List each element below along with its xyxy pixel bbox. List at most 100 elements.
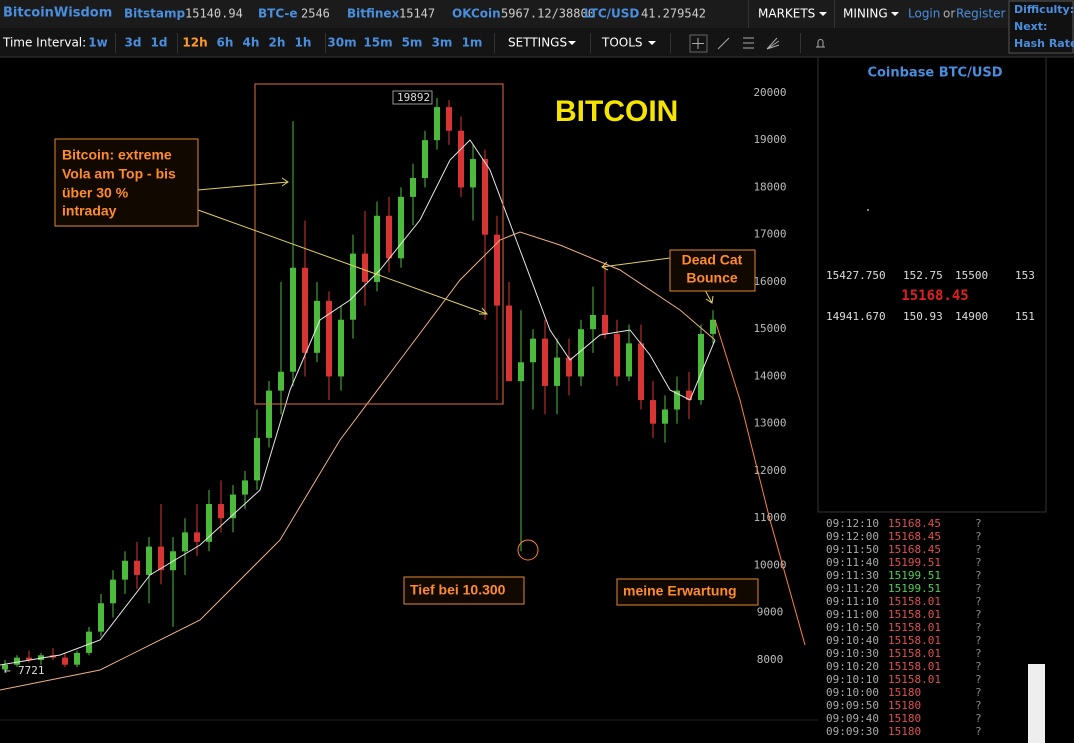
candle-body bbox=[662, 409, 668, 424]
trade-price: 15180 bbox=[888, 699, 921, 712]
register[interactable]: Register bbox=[956, 7, 1005, 21]
trade-price: 15180 bbox=[888, 712, 921, 725]
trade-price: 15199.51 bbox=[888, 556, 941, 569]
alert-icon[interactable] bbox=[816, 39, 825, 48]
trade-time: 09:11:40 bbox=[826, 556, 879, 569]
interval-option[interactable]: 2h bbox=[269, 36, 286, 50]
bid-cell: 14900 bbox=[955, 310, 988, 323]
settings[interactable]: SETTINGS bbox=[508, 36, 567, 50]
candle-body bbox=[542, 338, 548, 386]
trade-price: 15158.01 bbox=[888, 647, 941, 660]
y-tick-label: 11000 bbox=[753, 511, 786, 524]
caret bbox=[648, 41, 656, 45]
orderbook-panel bbox=[817, 56, 1047, 513]
candle-body bbox=[2, 664, 8, 670]
ticker-name[interactable]: Bitfinex bbox=[347, 7, 400, 21]
lines-icon[interactable] bbox=[743, 37, 754, 49]
separator bbox=[494, 33, 495, 53]
interval-option[interactable]: 12h bbox=[182, 36, 207, 50]
y-tick-label: 16000 bbox=[753, 275, 786, 288]
difficulty-box bbox=[1008, 0, 1074, 54]
ask-cell: 152.75 bbox=[903, 269, 943, 282]
candle-body bbox=[482, 159, 488, 235]
fan-icon[interactable] bbox=[766, 37, 780, 50]
trade-time: 09:10:20 bbox=[826, 660, 879, 673]
trade-flag: ? bbox=[975, 582, 982, 595]
login[interactable]: Login bbox=[908, 7, 940, 21]
candle-body bbox=[254, 437, 260, 481]
ticker-name[interactable]: BTC-e bbox=[258, 7, 298, 21]
interval-option[interactable]: 3d bbox=[125, 36, 142, 50]
trade-time: 09:10:50 bbox=[826, 621, 879, 634]
crosshair-icon[interactable] bbox=[692, 38, 704, 49]
bid-cell: 150.93 bbox=[903, 310, 943, 323]
arrow bbox=[197, 177, 289, 191]
trade-time: 09:09:50 bbox=[826, 699, 879, 712]
candle-body bbox=[398, 196, 404, 259]
caret bbox=[568, 41, 576, 45]
annotation-text: intraday bbox=[62, 203, 117, 219]
annotation-text: Bitcoin: extreme bbox=[62, 147, 172, 163]
separator bbox=[115, 33, 116, 53]
orderbook: 15427.750 152.75 15500 153 14941.670 150.93 14… bbox=[826, 269, 1035, 323]
candle-body bbox=[434, 107, 440, 141]
separator bbox=[800, 33, 801, 53]
tool-icons[interactable] bbox=[689, 34, 825, 53]
annotation-box bbox=[669, 249, 756, 292]
trade-price: 15158.01 bbox=[888, 595, 941, 608]
logo[interactable]: BitcoinWisdom bbox=[3, 6, 112, 21]
interval-option[interactable]: 1m bbox=[462, 36, 483, 50]
caret bbox=[819, 12, 827, 16]
tools[interactable]: TOOLS bbox=[601, 36, 643, 50]
trade-price: 15180 bbox=[888, 686, 921, 699]
menu-mining[interactable]: MINING bbox=[843, 7, 888, 21]
menu-markets[interactable]: MARKETS bbox=[758, 7, 815, 21]
interval-option[interactable]: 30m bbox=[327, 36, 356, 50]
candle-body bbox=[518, 362, 524, 382]
last-price: 15168.45 bbox=[901, 288, 968, 304]
ticker-name[interactable]: LTC/USD bbox=[584, 7, 639, 21]
separator bbox=[177, 33, 178, 53]
candle-body bbox=[86, 631, 92, 653]
interval-option[interactable]: 6h bbox=[217, 36, 234, 50]
y-tick-label: 9000 bbox=[757, 606, 784, 619]
sidebar-title: Coinbase BTC/USD bbox=[867, 66, 1002, 81]
trade-flag: ? bbox=[975, 660, 982, 673]
candle-body bbox=[494, 234, 500, 306]
interval-option[interactable]: 1w bbox=[88, 36, 107, 50]
interval-option[interactable]: 1d bbox=[151, 36, 168, 50]
interval-option[interactable]: 5m bbox=[402, 36, 423, 50]
tickers: Bitstamp 15140.94 BTC-e 2546 Bitfinex 15147 OK… bbox=[124, 7, 706, 21]
trade-price: 15199.51 bbox=[888, 569, 941, 582]
dot bbox=[867, 209, 869, 211]
interval-option[interactable]: 15m bbox=[363, 36, 392, 50]
candle-body bbox=[698, 333, 704, 401]
trade-flag: ? bbox=[975, 517, 982, 530]
caret bbox=[891, 12, 899, 16]
candle-body bbox=[266, 390, 272, 438]
candle-body bbox=[230, 494, 236, 519]
trade-flag: ? bbox=[975, 725, 982, 738]
ticker-name[interactable]: OKCoin bbox=[452, 7, 501, 21]
candle-body bbox=[158, 546, 164, 571]
trade-flag: ? bbox=[975, 686, 982, 699]
candle-body bbox=[506, 305, 512, 382]
candle-body bbox=[218, 504, 224, 519]
trade-price: 15168.45 bbox=[888, 543, 941, 556]
y-tick-label: 12000 bbox=[753, 464, 786, 477]
candle-body bbox=[626, 343, 632, 377]
tool-box[interactable] bbox=[689, 34, 708, 53]
interval-option[interactable]: 1h bbox=[295, 36, 312, 50]
candle-body bbox=[422, 140, 428, 178]
trade-time: 09:11:30 bbox=[826, 569, 879, 582]
trade-flag: ? bbox=[975, 712, 982, 725]
ticker-name[interactable]: Bitstamp bbox=[124, 7, 185, 21]
separator bbox=[590, 33, 591, 53]
interval-option[interactable]: 3m bbox=[432, 36, 453, 50]
ticker-price: 2546 bbox=[301, 7, 330, 21]
interval-option[interactable]: 4h bbox=[243, 36, 260, 50]
candle-body bbox=[578, 329, 584, 377]
interval-label: Time Interval: bbox=[2, 36, 86, 50]
line-icon[interactable] bbox=[717, 37, 730, 50]
trade-price: 15158.01 bbox=[888, 660, 941, 673]
